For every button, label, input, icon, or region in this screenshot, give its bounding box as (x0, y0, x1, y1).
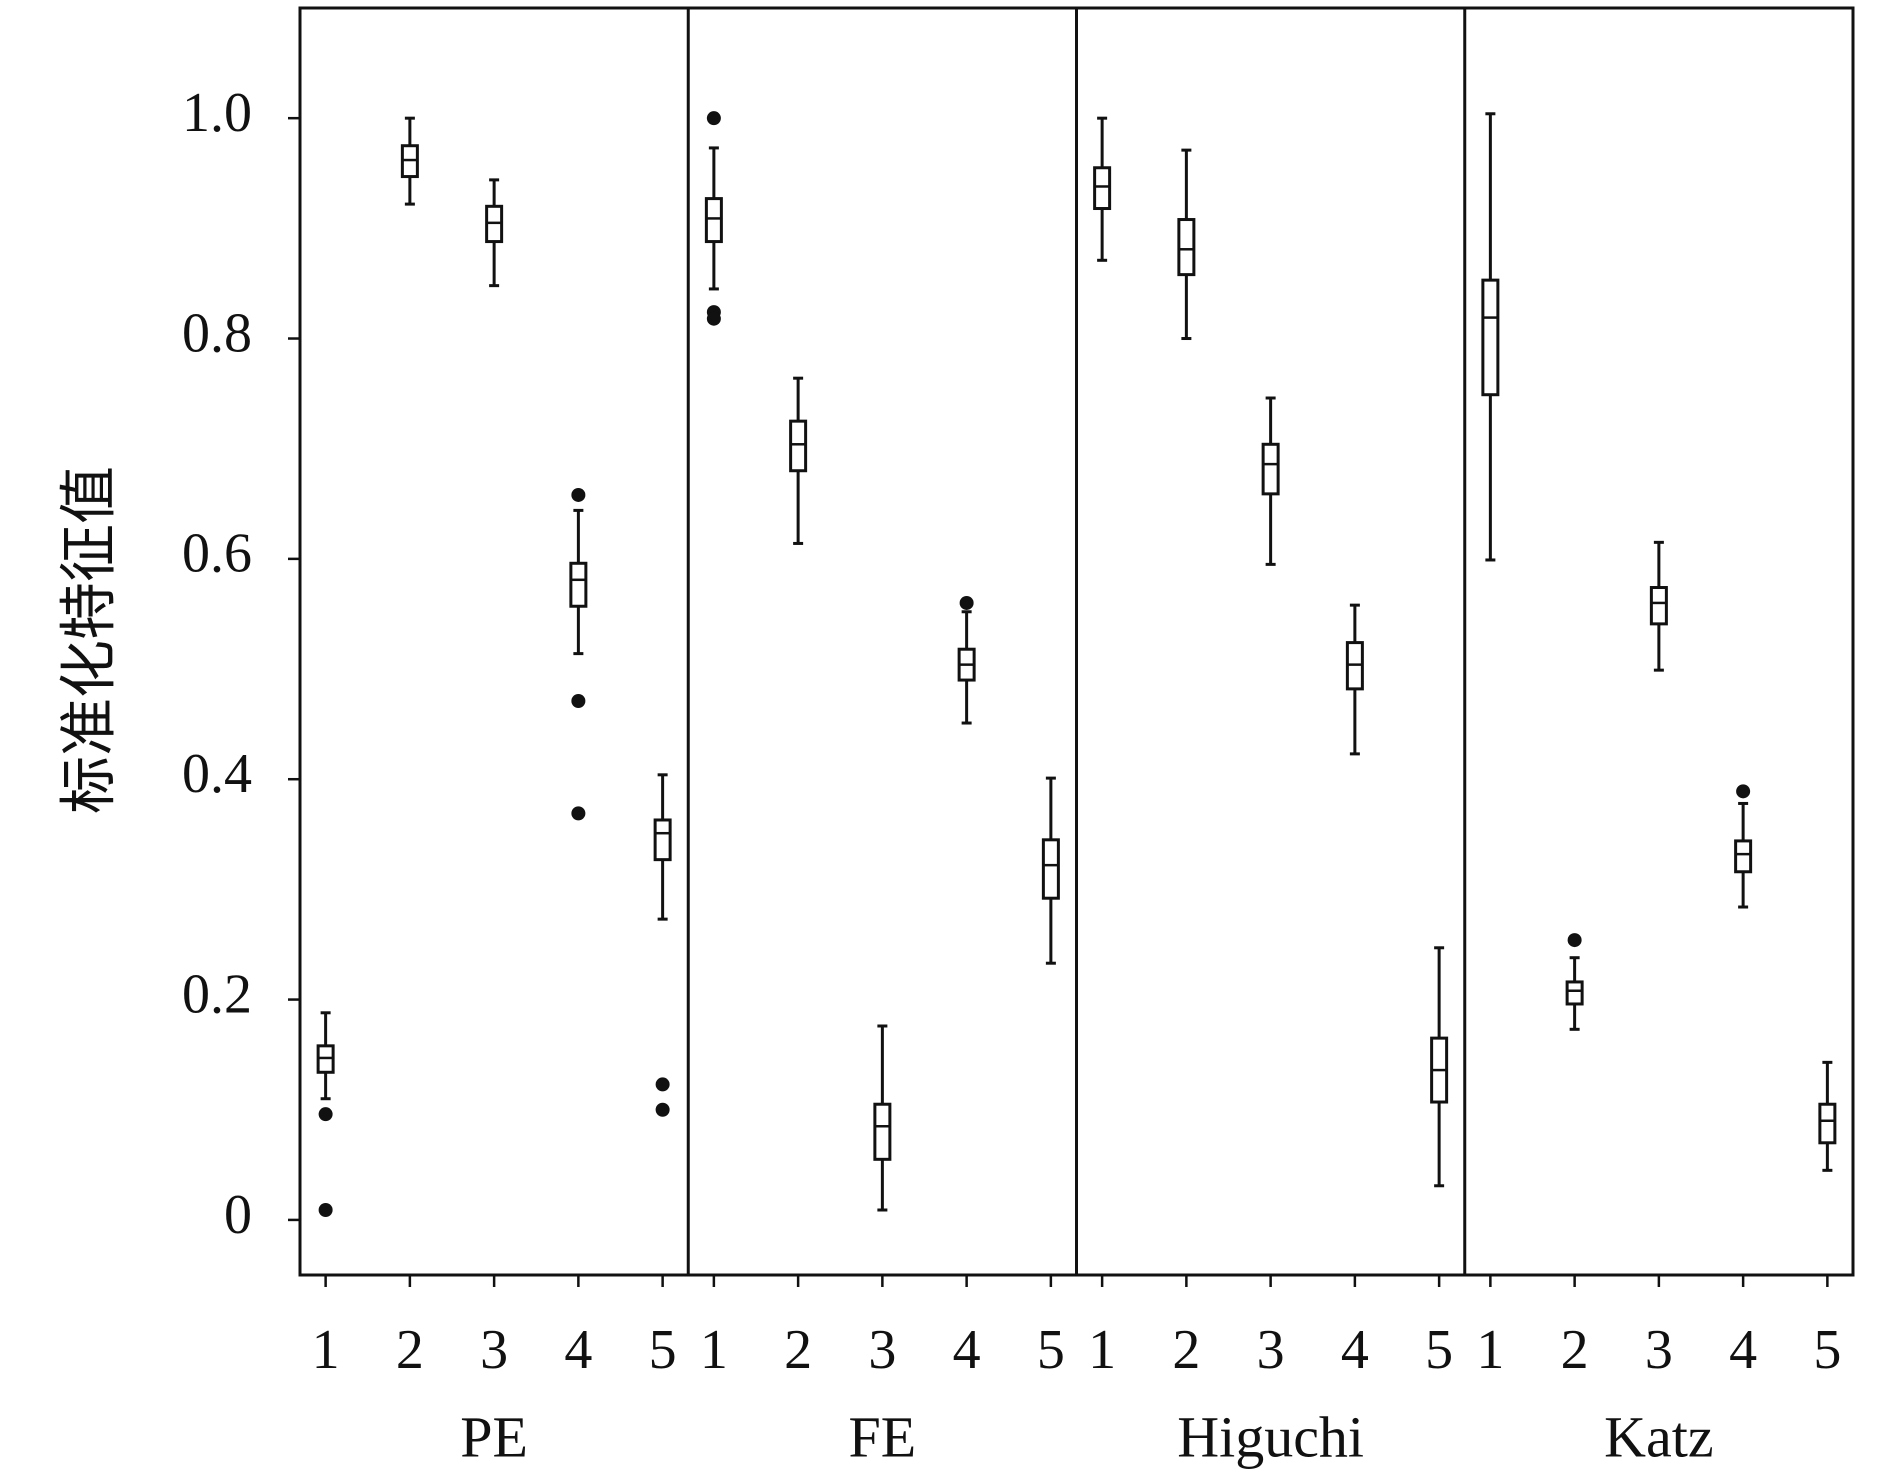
panel-label: Higuchi (1177, 1404, 1364, 1469)
outlier (706, 111, 721, 126)
x-tick-label: 2 (396, 1319, 424, 1381)
plot-frame (298, 6, 1855, 1277)
x-tick-label: 3 (480, 1319, 508, 1381)
x-tick-label: 5 (649, 1319, 677, 1381)
x-tick-label: 2 (1172, 1319, 1200, 1381)
outlier (318, 1202, 333, 1217)
box (1734, 839, 1753, 874)
outlier (655, 1077, 670, 1092)
y-tick-label: 0.8 (182, 302, 252, 364)
box (704, 197, 723, 244)
outlier (655, 1102, 670, 1117)
outlier (706, 311, 721, 326)
outlier (571, 806, 586, 821)
x-tick-label: 5 (1037, 1319, 1065, 1381)
outlier (571, 693, 586, 708)
panel-label: FE (849, 1404, 917, 1469)
box (1565, 980, 1584, 1006)
box (1261, 442, 1280, 496)
y-tick-label: 1.0 (182, 82, 252, 144)
outlier (959, 595, 974, 610)
box (873, 1102, 892, 1161)
x-tick-label: 2 (1561, 1319, 1589, 1381)
x-tick-label: 1 (1476, 1319, 1504, 1381)
outlier (1736, 784, 1751, 799)
box (1177, 218, 1196, 277)
box (1649, 586, 1668, 626)
x-tick-label: 4 (1729, 1319, 1757, 1381)
x-tick-label: 3 (1257, 1319, 1285, 1381)
x-tick-label: 1 (700, 1319, 728, 1381)
box (789, 419, 808, 473)
y-tick-label: 0.4 (182, 743, 252, 805)
box (653, 818, 672, 862)
outlier (571, 487, 586, 502)
box (1093, 166, 1112, 211)
x-tick-label: 4 (564, 1319, 592, 1381)
box (1481, 278, 1500, 397)
x-tick-label: 5 (1425, 1319, 1453, 1381)
outlier (1567, 933, 1582, 948)
x-tick-label: 4 (1341, 1319, 1369, 1381)
panel-label: PE (460, 1404, 528, 1469)
panel-label: Katz (1604, 1404, 1714, 1469)
x-tick-label: 2 (784, 1319, 812, 1381)
y-tick-label: 0.6 (182, 523, 252, 585)
box (1818, 1102, 1837, 1145)
x-tick-label: 4 (953, 1319, 981, 1381)
y-axis-label: 标准化特征值 (56, 466, 121, 814)
outlier (318, 1107, 333, 1122)
x-tick-label: 5 (1813, 1319, 1841, 1381)
x-tick-label: 1 (1088, 1319, 1116, 1381)
x-tick-label: 3 (868, 1319, 896, 1381)
box (569, 561, 588, 608)
x-tick-label: 3 (1645, 1319, 1673, 1381)
box (1041, 838, 1060, 900)
y-tick-label: 0 (224, 1184, 252, 1246)
y-tick-label: 0.2 (182, 963, 252, 1025)
x-tick-label: 1 (312, 1319, 340, 1381)
